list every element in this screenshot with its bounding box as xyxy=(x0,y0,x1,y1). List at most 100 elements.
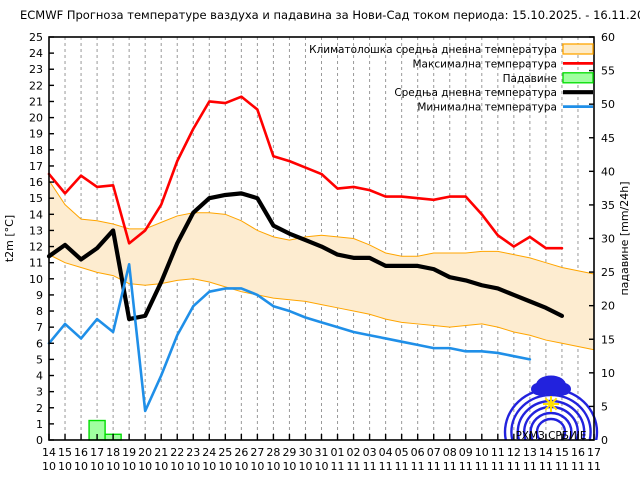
legend-item: Падавине xyxy=(503,72,594,85)
tick-label-month: 10 xyxy=(90,460,104,473)
legend-item: Максимална температура xyxy=(413,58,593,70)
tick-label-left: 7 xyxy=(36,321,43,334)
tick-label-month: 11 xyxy=(571,460,585,473)
tick-label-month: 10 xyxy=(202,460,216,473)
tick-label-right: 40 xyxy=(601,165,615,178)
climatology-band-edges xyxy=(48,180,595,351)
tick-label-left: 23 xyxy=(29,63,43,76)
tick-label-day: 13 xyxy=(523,446,537,459)
tick-label-day: 25 xyxy=(218,446,232,459)
tick-label-month: 11 xyxy=(459,460,473,473)
legend-label: Средња дневна температура xyxy=(394,87,557,99)
rhmz-logo: РХМЗ СРБИЈЕ xyxy=(503,375,599,442)
tick-label-left: 8 xyxy=(36,305,43,318)
tick-label-left: 22 xyxy=(29,79,43,92)
logo-caption: РХМЗ СРБИЈЕ xyxy=(515,430,586,442)
series-line xyxy=(47,95,564,250)
tick-label-month: 11 xyxy=(539,460,553,473)
tick-label-day: 18 xyxy=(106,446,120,459)
tick-label-month: 11 xyxy=(379,460,393,473)
legend-label: Падавине xyxy=(503,73,557,85)
tick-label-right: 35 xyxy=(601,199,615,212)
tick-label-right: 10 xyxy=(601,367,615,380)
tick-label-left: 17 xyxy=(29,160,43,173)
tick-label-month: 11 xyxy=(523,460,537,473)
tick-label-left: 1 xyxy=(36,418,43,431)
chart-legend: Климатолошка средња дневна температура Ма… xyxy=(309,43,594,114)
tick-label-day: 11 xyxy=(491,446,505,459)
tick-label-month: 11 xyxy=(395,460,409,473)
tick-label-left: 0 xyxy=(36,434,43,447)
tick-label-left: 9 xyxy=(36,289,43,302)
tick-label-month: 10 xyxy=(170,460,184,473)
tick-label-day: 01 xyxy=(331,446,345,459)
climatology-band-edge-upper xyxy=(48,180,595,275)
tick-label-day: 07 xyxy=(427,446,441,459)
tick-label-right: 15 xyxy=(601,333,615,346)
tick-label-right: 25 xyxy=(601,266,615,279)
tick-label-left: 3 xyxy=(36,386,43,399)
tick-label-day: 20 xyxy=(138,446,152,459)
tick-label-left: 14 xyxy=(29,208,43,221)
tick-label-day: 05 xyxy=(395,446,409,459)
tick-label-day: 15 xyxy=(58,446,72,459)
logo-arc xyxy=(535,417,567,440)
tick-label-month: 11 xyxy=(555,460,569,473)
tick-label-left: 19 xyxy=(29,128,43,141)
logo-arc xyxy=(529,411,573,440)
axis-ticks: 0123456789101112131415161718192021222324… xyxy=(3,31,631,473)
tick-label-month: 10 xyxy=(42,460,56,473)
tick-label-month: 11 xyxy=(363,460,377,473)
tick-label-right: 50 xyxy=(601,98,615,111)
tick-label-month: 10 xyxy=(186,460,200,473)
tick-label-right: 20 xyxy=(601,300,615,313)
logo-cloud xyxy=(531,382,549,396)
tick-label-day: 23 xyxy=(186,446,200,459)
tick-label-day: 31 xyxy=(315,446,329,459)
tick-label-month: 10 xyxy=(315,460,329,473)
logo-arc xyxy=(510,393,592,440)
tick-label-day: 21 xyxy=(154,446,168,459)
tick-label-month: 10 xyxy=(74,460,88,473)
tick-label-day: 06 xyxy=(411,446,425,459)
tick-label-left: 6 xyxy=(36,337,43,350)
series-line xyxy=(47,262,532,413)
tick-label-day: 26 xyxy=(234,446,248,459)
tick-label-left: 11 xyxy=(29,257,43,270)
tick-label-month: 11 xyxy=(475,460,489,473)
legend-item: Климатолошка средња дневна температура xyxy=(309,43,594,56)
tick-label-day: 08 xyxy=(443,446,457,459)
tick-label-left: 4 xyxy=(36,370,43,383)
tick-label-day: 12 xyxy=(507,446,521,459)
tick-label-day: 19 xyxy=(122,446,136,459)
tick-label-left: 15 xyxy=(29,192,43,205)
tick-label-day: 03 xyxy=(363,446,377,459)
tick-label-day: 04 xyxy=(379,446,393,459)
tick-label-day: 22 xyxy=(170,446,184,459)
legend-item: Минимална температура xyxy=(417,102,593,114)
tick-label-day: 16 xyxy=(74,446,88,459)
tick-label-day: 29 xyxy=(282,446,296,459)
tick-label-left: 20 xyxy=(29,112,43,125)
legend-label: Климатолошка средња дневна температура xyxy=(309,44,557,56)
tick-label-day: 30 xyxy=(298,446,312,459)
rhmz-logo-graphic: РХМЗ СРБИЈЕ xyxy=(503,375,599,442)
legend-label: Максимална температура xyxy=(413,58,558,70)
tick-label-right: 60 xyxy=(601,31,615,44)
tick-label-day: 17 xyxy=(90,446,104,459)
tick-label-month: 11 xyxy=(491,460,505,473)
tick-label-left: 18 xyxy=(29,144,43,157)
tick-label-day: 14 xyxy=(42,446,56,459)
climatology-band xyxy=(49,180,594,350)
tick-label-month: 11 xyxy=(427,460,441,473)
tick-label-month: 10 xyxy=(218,460,232,473)
tick-label-right: 5 xyxy=(601,400,608,413)
tick-label-month: 11 xyxy=(443,460,457,473)
axis-label-right: падавине [mm/24h] xyxy=(618,181,631,295)
tick-label-day: 14 xyxy=(539,446,553,459)
legend-item: Средња дневна температура xyxy=(394,87,593,99)
axis-label-left: t2m [°C] xyxy=(3,215,16,262)
tick-label-month: 11 xyxy=(587,460,601,473)
